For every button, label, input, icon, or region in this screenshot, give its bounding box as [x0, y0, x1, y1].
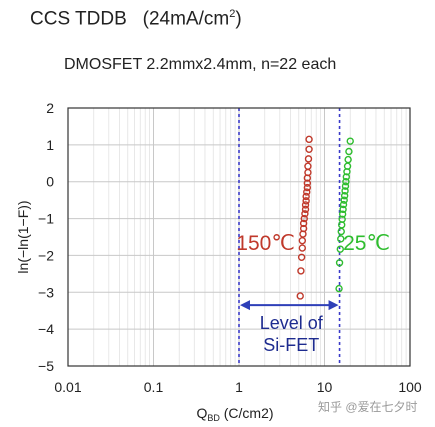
- point-150c: [299, 219, 308, 228]
- point-150c: [298, 236, 307, 245]
- point-25c: [342, 173, 351, 181]
- point-25c: [342, 178, 350, 186]
- point-150c: [301, 201, 310, 209]
- x-axis-label-subscript: BD: [207, 413, 220, 423]
- data-points: [296, 135, 354, 300]
- span-label-line2: Si-FET: [263, 335, 319, 355]
- span-label-line1: Level of: [260, 313, 324, 333]
- plot-frame: [67, 107, 411, 367]
- x-axis-label-unit: (C/cm2): [220, 405, 274, 421]
- chart-title-superscript: 2: [229, 8, 236, 20]
- point-150c: [303, 188, 311, 196]
- point-25c: [340, 192, 349, 200]
- y-tick-label: −1: [38, 211, 54, 227]
- y-tick-label: 0: [46, 174, 54, 190]
- point-150c: [304, 155, 313, 163]
- point-150c: [305, 135, 313, 144]
- x-axis-label-main: Q: [196, 405, 207, 421]
- chart-title-condition-end: ): [235, 8, 242, 30]
- point-25c: [345, 147, 353, 156]
- label-150c: 150℃: [236, 232, 295, 255]
- point-25c: [339, 205, 347, 214]
- x-axis-label: QBD (C/cm2): [196, 405, 273, 423]
- axes: 0.01 0.1 1 10 100 −5 −4 −3 −2 −1 0 1 2 QBD (C/cm2) ln(…: [15, 100, 422, 423]
- watermark-text: 知乎 @爱在七夕时: [318, 400, 418, 414]
- chart-title-condition: (24mA/cm: [142, 8, 230, 30]
- x-tick-label: 100: [398, 379, 422, 395]
- span-arrow-head-right: [328, 300, 339, 311]
- point-150c: [305, 145, 313, 153]
- label-25c: 25℃: [343, 232, 390, 255]
- y-tick-label: −4: [38, 321, 54, 337]
- point-150c: [302, 192, 310, 201]
- point-25c: [335, 284, 343, 293]
- point-150c: [303, 183, 312, 192]
- point-150c: [297, 267, 305, 275]
- point-25c: [338, 215, 346, 224]
- point-150c: [301, 205, 310, 214]
- y-tick-label: 2: [46, 100, 54, 116]
- x-tick-label: 1: [235, 379, 243, 395]
- point-25c: [339, 200, 348, 209]
- chart-title-main: CCS TDDB: [30, 8, 127, 30]
- span-arrow-head-left: [240, 300, 250, 311]
- point-150c: [304, 162, 312, 170]
- point-25c: [341, 182, 350, 190]
- y-axis-label: ln(−ln(1−F)): [15, 200, 31, 273]
- point-150c: [301, 210, 309, 218]
- point-150c: [298, 244, 307, 252]
- point-150c: [296, 292, 304, 300]
- chart-subtitle: DMOSFET 2.2mmx2.4mm, n=22 each: [64, 56, 337, 73]
- reference-lines: [238, 108, 341, 366]
- chart-title: CCS TDDB (24mA/cm2): [30, 8, 242, 30]
- point-25c: [335, 259, 344, 267]
- point-25c: [338, 210, 347, 218]
- x-tick-label: 0.01: [54, 379, 81, 395]
- point-150c: [303, 179, 312, 187]
- point-150c: [302, 197, 310, 205]
- point-25c: [340, 196, 348, 204]
- point-150c: [297, 253, 306, 261]
- x-tick-label: 0.1: [144, 379, 164, 395]
- point-150c: [299, 224, 308, 233]
- y-tick-label: −5: [38, 358, 54, 374]
- point-25c: [336, 245, 344, 253]
- point-150c: [300, 214, 308, 223]
- y-tick-label: −2: [38, 247, 54, 263]
- point-25c: [344, 155, 352, 164]
- point-25c: [341, 187, 349, 195]
- y-tick-label: −3: [38, 284, 54, 300]
- x-tick-label: 10: [317, 379, 333, 395]
- y-tick-label: 1: [46, 137, 54, 153]
- point-25c: [346, 137, 354, 145]
- point-25c: [337, 235, 345, 243]
